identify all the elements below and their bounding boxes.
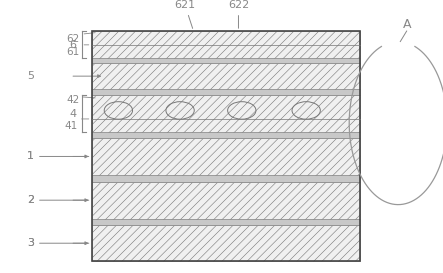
Bar [92,89,360,96]
Text: 2: 2 [27,195,89,205]
Circle shape [104,102,132,119]
Text: 62: 62 [66,34,80,44]
Text: 41: 41 [65,121,78,131]
Bar [92,225,360,261]
Circle shape [228,102,256,119]
Text: 3: 3 [27,238,34,248]
Text: 5: 5 [27,71,34,81]
Bar [92,63,360,89]
Text: 6: 6 [69,40,76,50]
Text: 3: 3 [27,238,89,248]
Text: 622: 622 [228,0,249,28]
Text: 42: 42 [66,95,80,105]
Text: 621: 621 [175,0,195,28]
Bar [92,132,360,138]
Bar [92,175,360,182]
Bar [92,96,360,132]
Bar [92,138,360,175]
Circle shape [292,102,320,119]
Circle shape [166,102,194,119]
Bar [92,31,360,261]
Text: 1: 1 [27,152,89,161]
Bar [92,219,360,225]
Text: A: A [402,18,411,31]
Text: 1: 1 [27,152,34,161]
Bar [92,182,360,219]
Bar [92,58,360,63]
Bar [92,31,360,58]
Text: 61: 61 [66,48,80,58]
Text: 4: 4 [69,109,76,119]
Text: 2: 2 [27,195,34,205]
